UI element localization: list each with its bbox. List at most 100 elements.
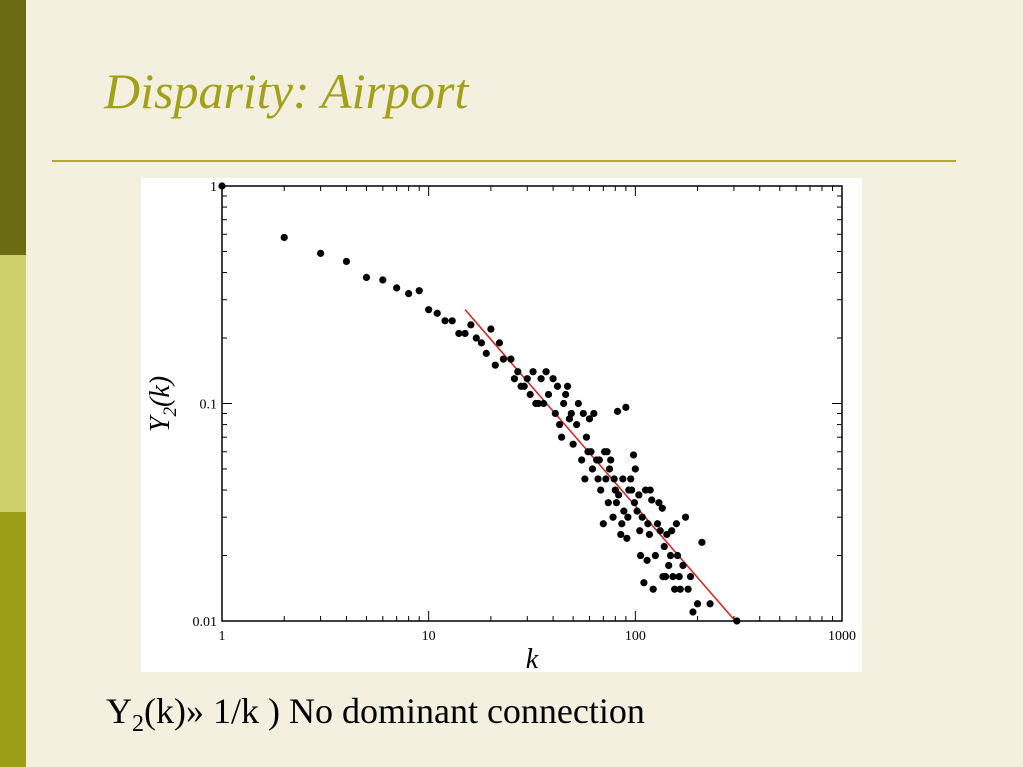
data-point	[613, 407, 622, 415]
data-point	[671, 585, 679, 593]
axis-ticks	[221, 186, 842, 622]
data-point	[433, 309, 441, 317]
data-point	[520, 382, 528, 390]
data-point	[648, 496, 656, 504]
data-point	[623, 534, 631, 542]
data-point	[461, 329, 469, 338]
data-point	[644, 520, 652, 528]
data-point	[663, 530, 671, 539]
data-point	[603, 448, 611, 456]
data-point	[624, 513, 632, 521]
y-tick-label: 0.1	[200, 398, 218, 413]
data-point	[630, 499, 639, 507]
data-point	[569, 440, 577, 448]
data-point	[628, 486, 636, 494]
plot-frame	[221, 185, 843, 622]
x-tick-label: 1	[219, 629, 226, 644]
data-point	[689, 608, 697, 616]
slide-caption: Y2(k)» 1/k ) No dominant connection	[106, 690, 645, 738]
data-point	[379, 276, 387, 284]
data-point	[542, 368, 550, 376]
caption-text: (k)» 1/k ) No dominant connection	[144, 691, 645, 731]
data-point	[615, 491, 623, 499]
data-point	[646, 486, 654, 494]
data-point	[595, 456, 603, 464]
data-point	[681, 513, 690, 521]
data-point	[562, 390, 570, 399]
side-bar-middle	[0, 255, 26, 512]
x-axis-label: k	[526, 644, 539, 672]
data-point	[415, 287, 423, 295]
data-point	[540, 399, 548, 408]
data-point	[425, 306, 433, 314]
y-tick-label: 0.01	[193, 615, 218, 630]
data-point	[676, 585, 684, 593]
data-point	[553, 382, 562, 390]
data-point	[640, 579, 648, 587]
data-point	[491, 361, 499, 369]
data-point	[507, 355, 515, 363]
slide-title: Disparity: Airport	[104, 63, 469, 119]
caption-subscript: 2	[132, 711, 144, 738]
data-point	[673, 551, 682, 560]
data-point	[605, 465, 614, 473]
data-point	[510, 375, 519, 383]
data-point	[631, 465, 639, 473]
data-point	[218, 182, 226, 190]
data-point	[733, 617, 741, 625]
data-point	[661, 573, 670, 581]
data-point	[607, 456, 615, 464]
data-point	[405, 290, 413, 298]
data-point	[693, 600, 702, 608]
data-point	[487, 325, 495, 333]
data-point	[651, 551, 659, 560]
data-point	[686, 573, 695, 581]
data-points	[218, 182, 741, 625]
data-point	[604, 499, 612, 507]
data-point	[599, 520, 607, 528]
data-point	[578, 456, 586, 464]
data-point	[666, 551, 675, 560]
data-point	[362, 273, 371, 281]
data-point	[643, 556, 651, 564]
data-point	[544, 390, 553, 399]
data-point	[594, 475, 602, 483]
data-point	[679, 561, 687, 570]
data-point	[698, 538, 706, 546]
data-point	[582, 433, 591, 441]
x-tick-label: 100	[625, 629, 646, 644]
y-axis-label: Y2(k)	[145, 376, 181, 432]
y-tick-label: 1	[210, 180, 217, 195]
data-point	[537, 375, 545, 383]
caption-y: Y	[106, 691, 132, 731]
data-point	[675, 573, 683, 581]
title-divider	[52, 160, 956, 162]
data-point	[658, 504, 666, 512]
data-point	[523, 375, 531, 383]
data-point	[280, 233, 288, 242]
data-point	[627, 475, 635, 483]
data-point	[656, 527, 664, 535]
data-point	[560, 399, 568, 408]
data-point	[393, 284, 401, 292]
data-point	[563, 382, 572, 390]
data-point	[619, 475, 627, 483]
data-point	[482, 349, 490, 357]
data-point	[684, 585, 692, 593]
data-point	[672, 520, 680, 528]
data-point	[617, 530, 625, 539]
data-point	[587, 448, 595, 456]
data-point	[551, 409, 559, 418]
data-point	[567, 409, 575, 418]
data-point	[514, 368, 522, 376]
data-point	[477, 339, 486, 347]
tick-labels: 1 10 100 1000 0.01 0.1 1	[193, 180, 857, 644]
data-point	[653, 520, 662, 528]
data-point	[665, 561, 673, 570]
data-point	[558, 433, 566, 441]
data-point	[655, 499, 663, 507]
data-point	[649, 585, 657, 593]
data-point	[448, 317, 456, 325]
data-point	[612, 499, 621, 507]
data-point	[668, 527, 676, 535]
